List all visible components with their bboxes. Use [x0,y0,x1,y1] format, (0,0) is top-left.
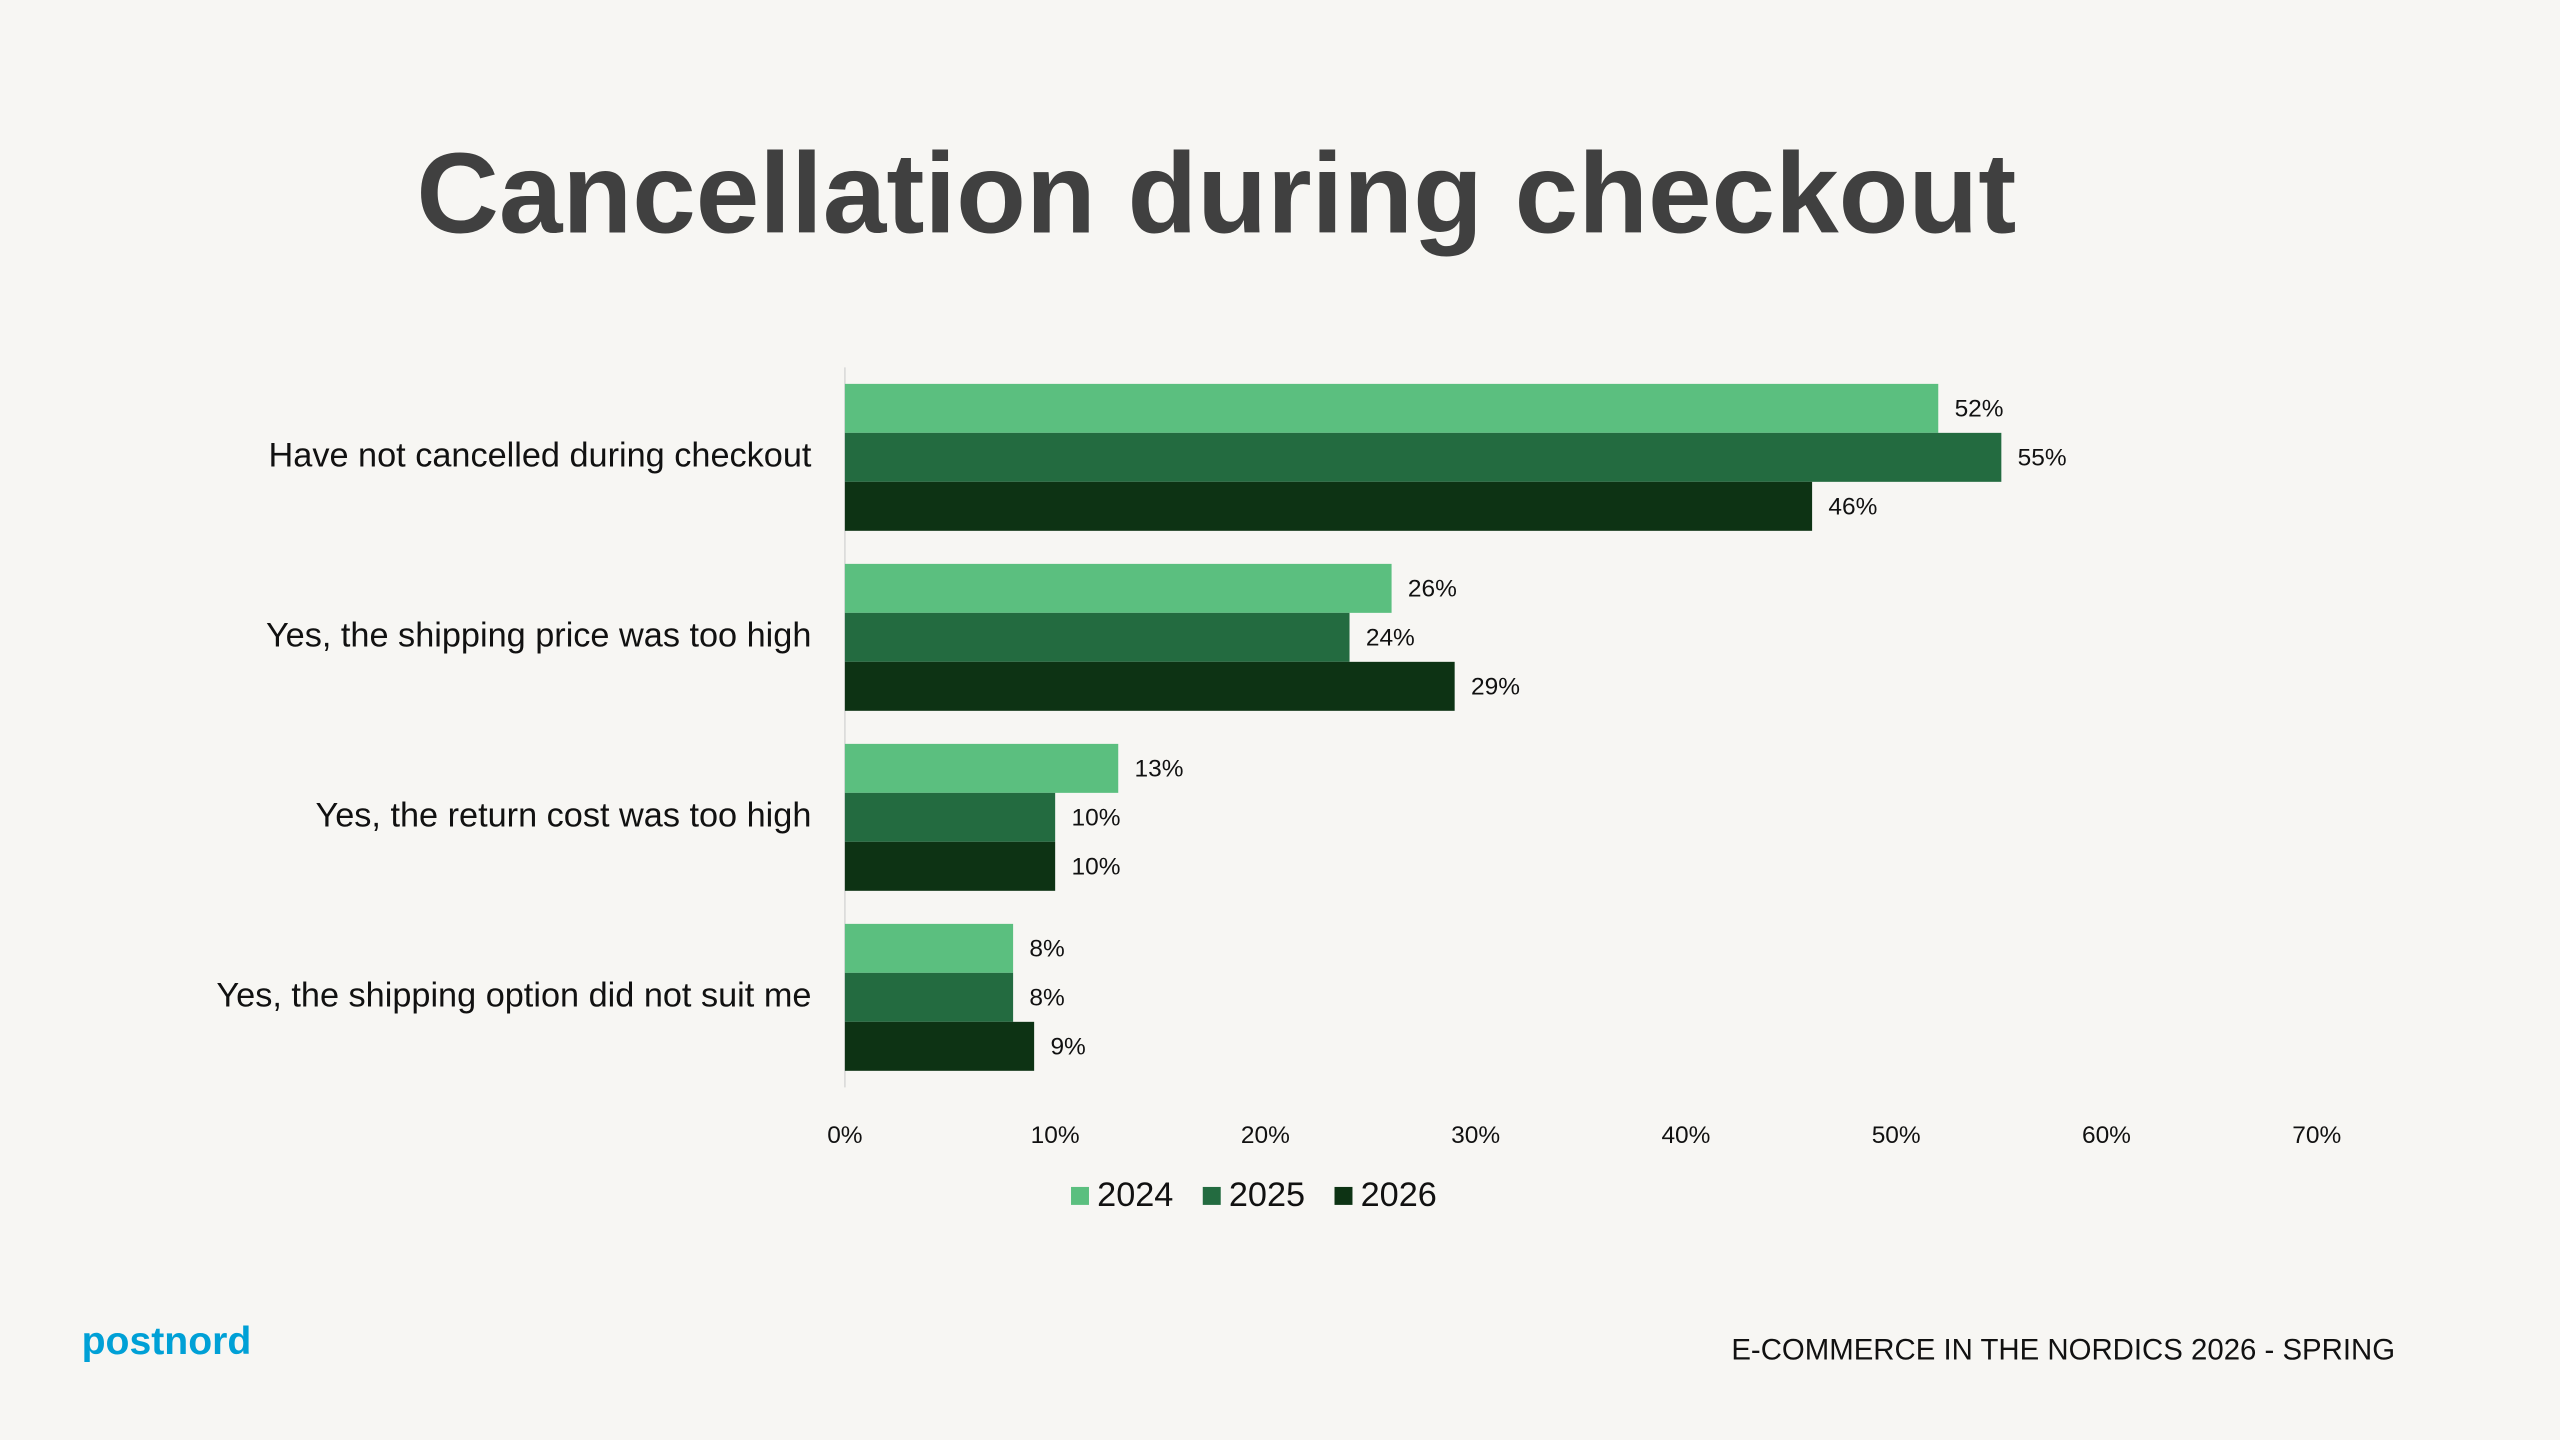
brand-logo: postnord [82,1320,252,1363]
bar [844,792,1056,842]
y-tick-label: Yes, the shipping option did not suit me [216,976,811,1014]
bar [844,661,1455,711]
bar [844,383,1939,433]
bar [844,923,1014,973]
bar [844,612,1350,662]
bar [844,563,1392,613]
data-label: 10% [1071,804,1120,831]
y-tick-label: Have not cancelled during checkout [269,436,812,474]
footer-text: E-COMMERCE IN THE NORDICS 2026 - SPRING [1731,1334,2395,1367]
legend-swatch [1071,1186,1089,1205]
data-label: 29% [1471,673,1520,700]
data-label: 24% [1366,624,1415,651]
x-tick-label: 40% [1661,1122,1710,1149]
legend-label: 2026 [1361,1176,1437,1214]
data-label: 8% [1029,984,1064,1011]
x-tick-label: 10% [1031,1122,1080,1149]
data-label: 13% [1135,755,1184,782]
legend-label: 2025 [1229,1176,1305,1214]
legend-label: 2024 [1097,1176,1173,1214]
bar [844,1021,1035,1071]
y-tick-label: Yes, the shipping price was too high [266,616,811,654]
x-tick-label: 70% [2292,1122,2341,1149]
x-tick-label: 20% [1241,1122,1290,1149]
data-label: 52% [1955,395,2004,422]
legend-swatch [1334,1186,1353,1205]
legend-swatch [1202,1186,1221,1205]
chart-title: Cancellation during checkout [416,131,2016,258]
x-tick-label: 50% [1872,1122,1921,1149]
bar [844,841,1056,891]
y-tick-label: Yes, the return cost was too high [316,796,812,834]
data-label: 8% [1029,935,1064,962]
x-tick-label: 60% [2082,1122,2131,1149]
data-label: 26% [1408,575,1457,602]
data-label: 10% [1071,853,1120,880]
x-tick-label: 30% [1451,1122,1500,1149]
data-label: 55% [2018,444,2067,471]
bar [844,481,1813,531]
bar [844,743,1119,793]
bar [844,972,1014,1022]
bar [844,432,2002,482]
x-tick-label: 0% [827,1122,862,1149]
data-label: 46% [1828,493,1877,520]
data-label: 9% [1050,1033,1085,1060]
